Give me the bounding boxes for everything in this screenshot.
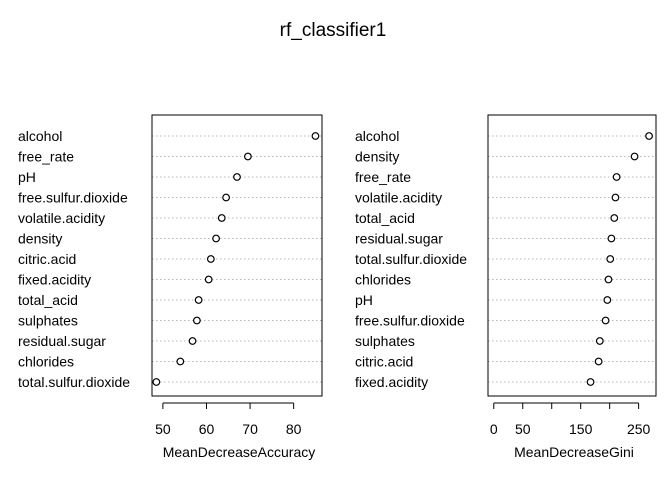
importance-point	[594, 357, 603, 366]
importance-point	[217, 214, 226, 222]
x-tick-label: 70	[242, 421, 258, 437]
x-axis-label: MeanDecreaseAccuracy	[163, 444, 316, 460]
category-label: volatile.acidity	[18, 210, 105, 226]
x-tick-label: 80	[286, 421, 302, 437]
importance-point	[595, 337, 604, 345]
x-tick-label: 250	[627, 421, 651, 437]
category-label: sulphates	[355, 333, 415, 349]
importance-point	[606, 255, 615, 263]
importance-point	[212, 234, 220, 243]
importance-point	[586, 378, 595, 386]
importance-point	[222, 193, 231, 202]
x-tick-label: 0	[490, 421, 498, 437]
category-label: residual.sugar	[18, 333, 106, 349]
x-tick-label: 150	[569, 421, 593, 437]
category-label: chlorides	[18, 354, 74, 370]
importance-point	[243, 152, 252, 161]
category-label: free.sulfur.dioxide	[18, 190, 128, 206]
category-label: free_rate	[355, 169, 411, 185]
importance-point	[176, 357, 185, 366]
category-label: total_acid	[18, 292, 78, 308]
x-tick-label: 50	[515, 421, 531, 437]
gini-panel: alcohol density free_rate volatile.acidity t…	[355, 114, 657, 460]
category-label: total.sulfur.dioxide	[18, 374, 130, 390]
importance-point	[206, 255, 215, 263]
category-label: volatile.acidity	[355, 190, 442, 206]
category-label: density	[18, 231, 62, 247]
category-label: pH	[18, 169, 36, 185]
importance-point	[188, 337, 197, 345]
importance-point	[610, 214, 619, 222]
category-label: citric.acid	[18, 251, 76, 267]
x-axis-label: MeanDecreaseGini	[514, 444, 634, 460]
plot-frame	[151, 114, 323, 397]
category-label: fixed.acidity	[18, 272, 91, 288]
category-label: total_acid	[355, 210, 415, 226]
category-label: residual.sugar	[355, 231, 443, 247]
category-label: free_rate	[18, 149, 74, 165]
category-label: fixed.acidity	[355, 374, 428, 390]
accuracy-panel: alcohol free_rate pH free.sulfur.dioxide vol…	[18, 114, 323, 460]
category-label: density	[355, 149, 399, 165]
figure-title: rf_classifier1	[280, 20, 387, 41]
category-label: total.sulfur.dioxide	[355, 251, 467, 267]
importance-point	[192, 316, 201, 325]
importance-point	[603, 296, 612, 304]
importance-point	[194, 296, 203, 304]
category-label: pH	[355, 292, 373, 308]
category-label: chlorides	[355, 272, 411, 288]
category-label: free.sulfur.dioxide	[355, 313, 465, 329]
importance-point	[612, 173, 621, 181]
category-label: sulphates	[18, 313, 78, 329]
importance-point	[204, 275, 213, 284]
x-tick-label: 50	[155, 421, 171, 437]
x-tick-label: 60	[199, 421, 215, 437]
importance-point	[311, 132, 320, 140]
importance-point	[645, 132, 653, 140]
importance-point	[152, 378, 161, 386]
importance-point	[630, 152, 639, 161]
importance-point	[611, 193, 620, 202]
plot-frame	[487, 114, 657, 397]
category-label: alcohol	[355, 128, 399, 144]
importance-point	[607, 234, 616, 243]
category-label: citric.acid	[355, 354, 413, 370]
importance-point	[601, 316, 610, 325]
importance-point	[604, 275, 613, 284]
importance-point	[233, 173, 241, 181]
category-label: alcohol	[18, 128, 62, 144]
